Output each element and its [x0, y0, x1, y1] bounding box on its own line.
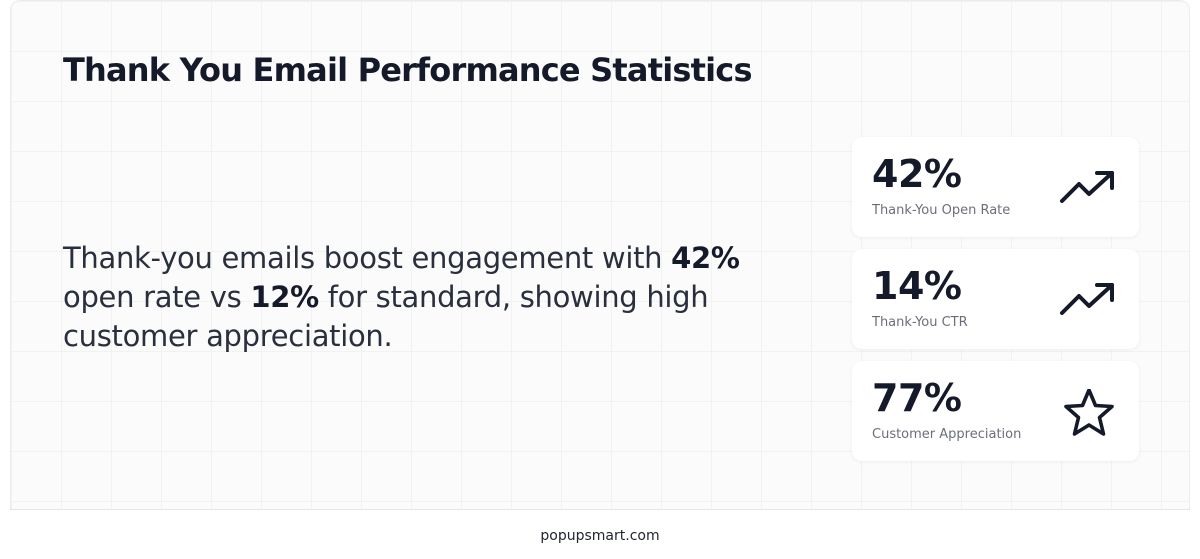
stat-value: 42% — [872, 152, 962, 196]
stat-card-open-rate: 42% Thank-You Open Rate — [852, 137, 1139, 237]
description-part-1: Thank-you emails boost engagement with — [63, 241, 672, 275]
stat-cards: 42% Thank-You Open Rate 14% Thank-You CT… — [852, 137, 1139, 473]
trending-up-icon — [1059, 277, 1119, 325]
description-highlight-standard-rate: 12% — [250, 280, 319, 314]
description-highlight-open-rate: 42% — [671, 241, 740, 275]
star-icon — [1059, 389, 1119, 437]
description-part-2: open rate vs — [63, 280, 251, 314]
stat-label: Thank-You CTR — [872, 315, 968, 330]
stat-value: 14% — [872, 264, 962, 308]
description-part-3: for standard, showing high customer appr… — [63, 280, 709, 353]
stat-card-appreciation: 77% Customer Appreciation — [852, 361, 1139, 461]
stat-label: Customer Appreciation — [872, 427, 1022, 442]
stat-value: 77% — [872, 376, 962, 420]
trending-up-icon — [1059, 165, 1119, 213]
stat-card-ctr: 14% Thank-You CTR — [852, 249, 1139, 349]
infographic-panel: Thank You Email Performance Statistics T… — [10, 0, 1190, 510]
page-title: Thank You Email Performance Statistics — [63, 51, 753, 89]
description-text: Thank-you emails boost engagement with 4… — [63, 239, 763, 356]
footer-domain: popupsmart.com — [540, 528, 660, 544]
stat-label: Thank-You Open Rate — [872, 203, 1011, 218]
